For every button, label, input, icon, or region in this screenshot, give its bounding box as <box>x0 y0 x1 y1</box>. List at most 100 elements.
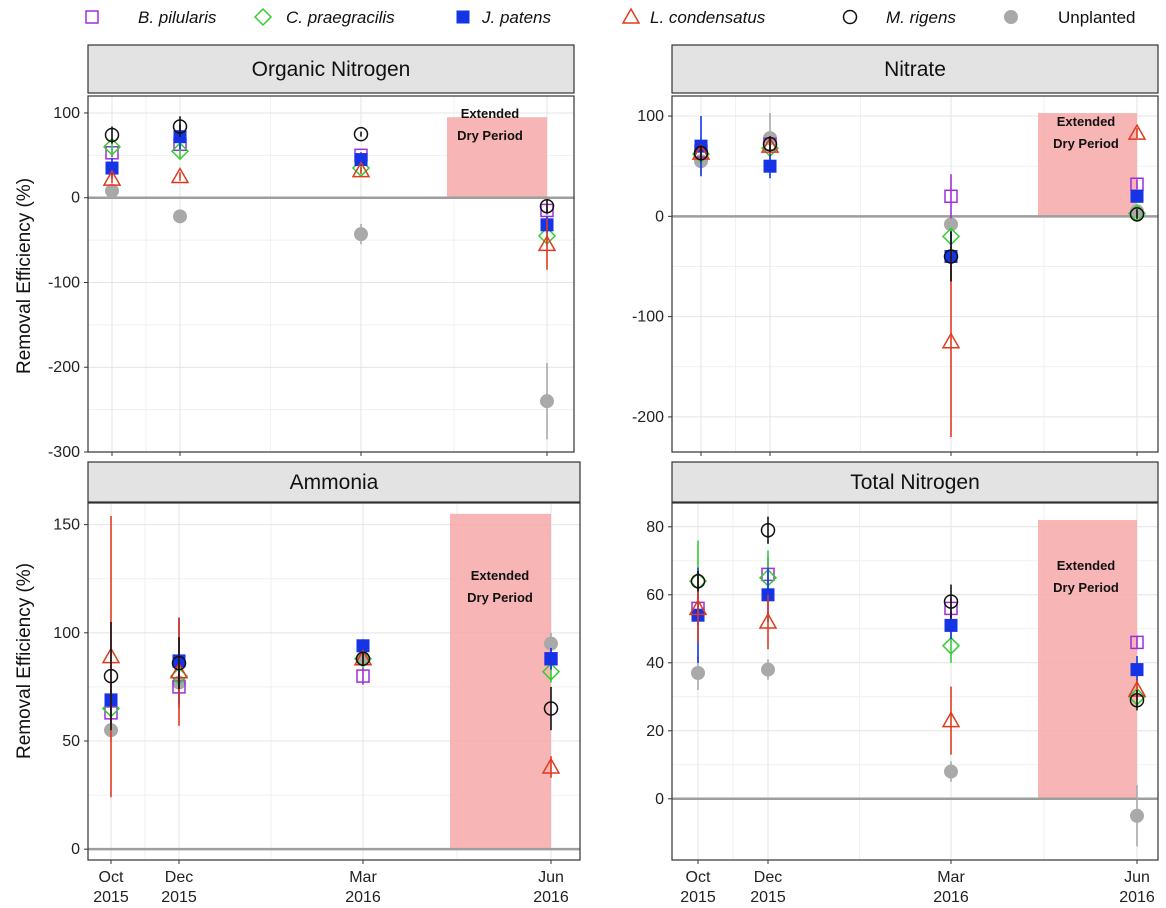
y-tick-label: 100 <box>53 625 80 642</box>
dry-period-band <box>450 513 551 850</box>
dry-period-band <box>1038 520 1137 799</box>
legend-marker-l-condensatus <box>621 7 641 24</box>
panel-total-nitrogen: Total Nitrogen Extended Dry Period 80 60 40 20… <box>646 461 1159 906</box>
y-tick-label: 100 <box>53 105 80 122</box>
point-l-condensatus <box>351 161 371 178</box>
y-tick-label: -200 <box>48 359 80 376</box>
dry-period-label-line2: Dry Period <box>1053 136 1119 151</box>
point-m-rigens <box>543 701 559 716</box>
point-unplanted <box>354 227 368 242</box>
y-tick-label: 0 <box>655 791 664 808</box>
x-tick-label: 2016 <box>345 889 381 906</box>
series-m-rigens <box>103 622 559 731</box>
panel-title-organic-nitrogen: Organic Nitrogen <box>252 58 411 81</box>
x-tick-label: Oct <box>686 869 711 886</box>
y-tick-label: 0 <box>71 190 80 207</box>
series-m-rigens <box>104 116 555 214</box>
panel-nitrate: Nitrate Extended Dry Period 100 0 -100 -200 <box>632 44 1159 456</box>
point-unplanted <box>761 662 775 677</box>
point-b-pilularis <box>1130 635 1144 650</box>
point-l-condensatus <box>941 711 961 728</box>
series-m-rigens <box>690 516 1145 711</box>
x-tick-label: Oct <box>99 869 124 886</box>
panel-title-nitrate: Nitrate <box>884 58 946 81</box>
panel-title-ammonia: Ammonia <box>290 471 379 494</box>
legend-marker-j-patens <box>456 10 470 24</box>
y-tick-label: 40 <box>646 655 664 672</box>
y-axis-label-top: Removal Efficiency (%) <box>14 178 35 374</box>
x-tick-label: 2015 <box>161 889 197 906</box>
panel-border-organic-nitrogen <box>87 95 575 453</box>
series-unplanted <box>105 183 554 440</box>
panel-organic-nitrogen: Organic Nitrogen Extended Dry Period 100 0 -1… <box>48 44 575 461</box>
point-m-rigens <box>943 249 959 264</box>
legend-item-m-rigens: M. rigens <box>842 8 956 27</box>
panel-border-nitrate <box>671 95 1159 453</box>
legend: B. pilularis C. praegracilis J. patens L. c… <box>85 7 1136 27</box>
legend-item-b-pilularis: B. pilularis <box>85 8 217 27</box>
point-l-condensatus <box>688 598 708 616</box>
point-b-pilularis <box>1130 177 1144 191</box>
point-c-praegracilis <box>102 137 122 156</box>
x-tick-label: 2015 <box>680 889 716 906</box>
point-j-patens <box>1130 663 1144 677</box>
legend-marker-b-pilularis <box>85 10 99 24</box>
point-l-condensatus <box>941 332 961 349</box>
dry-period-label-line2: Dry Period <box>1053 580 1119 595</box>
point-l-condensatus <box>102 169 122 186</box>
point-m-rigens <box>943 594 959 609</box>
y-tick-label: 60 <box>646 587 664 604</box>
legend-item-j-patens: J. patens <box>456 8 551 27</box>
point-j-patens <box>354 153 368 167</box>
dry-period-band <box>447 117 547 198</box>
point-m-rigens <box>760 522 776 538</box>
dry-period-band <box>1038 113 1137 217</box>
panel-ammonia: Ammonia Extended Dry Period 150 100 50 0 Oct 201… <box>53 461 581 906</box>
point-unplanted <box>173 209 187 224</box>
point-unplanted <box>691 666 705 680</box>
y-tick-label: -100 <box>48 274 80 291</box>
point-l-condensatus <box>537 234 557 252</box>
legend-marker-m-rigens <box>842 9 858 25</box>
point-m-rigens <box>539 198 555 214</box>
dry-period-label-line2: Dry Period <box>457 128 523 143</box>
point-j-patens <box>763 159 777 173</box>
x-tick-label: 2015 <box>750 889 786 906</box>
y-tick-label: 100 <box>637 108 664 125</box>
point-b-pilularis <box>944 189 958 204</box>
x-tick-label: 2016 <box>1119 889 1155 906</box>
point-unplanted <box>1130 808 1144 823</box>
legend-item-unplanted: Unplanted <box>1004 8 1136 27</box>
y-tick-label: -100 <box>632 309 664 326</box>
y-tick-label: 20 <box>646 723 664 740</box>
dry-period-label-line1: Extended <box>1057 114 1116 129</box>
dry-period-label-line1: Extended <box>471 568 530 583</box>
legend-label-j-patens: J. patens <box>481 8 551 27</box>
point-l-condensatus <box>170 167 190 184</box>
point-unplanted <box>540 394 554 409</box>
point-m-rigens <box>172 119 188 134</box>
series-m-rigens <box>693 136 1145 282</box>
legend-label-l-condensatus: L. condensatus <box>650 8 766 27</box>
x-tick-label: Mar <box>937 869 965 886</box>
panel-title-total-nitrogen: Total Nitrogen <box>850 471 980 494</box>
x-tick-label: Mar <box>349 869 377 886</box>
legend-label-b-pilularis: B. pilularis <box>138 8 217 27</box>
series-l-condensatus <box>102 161 557 270</box>
x-tick-label: 2015 <box>93 889 129 906</box>
point-b-pilularis <box>356 669 370 683</box>
x-tick-label: 2016 <box>933 889 969 906</box>
point-m-rigens <box>104 127 120 143</box>
strip-organic-nitrogen <box>87 44 575 94</box>
dry-period-label-line1: Extended <box>461 106 520 121</box>
x-tick-label: Dec <box>165 869 193 886</box>
strip-ammonia <box>87 461 581 503</box>
x-tick-label: Jun <box>1124 869 1150 886</box>
y-tick-label: -200 <box>632 409 664 426</box>
point-m-rigens <box>171 655 187 671</box>
point-l-condensatus <box>758 612 778 629</box>
series-unplanted <box>691 656 1144 847</box>
legend-marker-c-praegracilis <box>253 7 273 27</box>
y-tick-label: -300 <box>48 444 80 461</box>
